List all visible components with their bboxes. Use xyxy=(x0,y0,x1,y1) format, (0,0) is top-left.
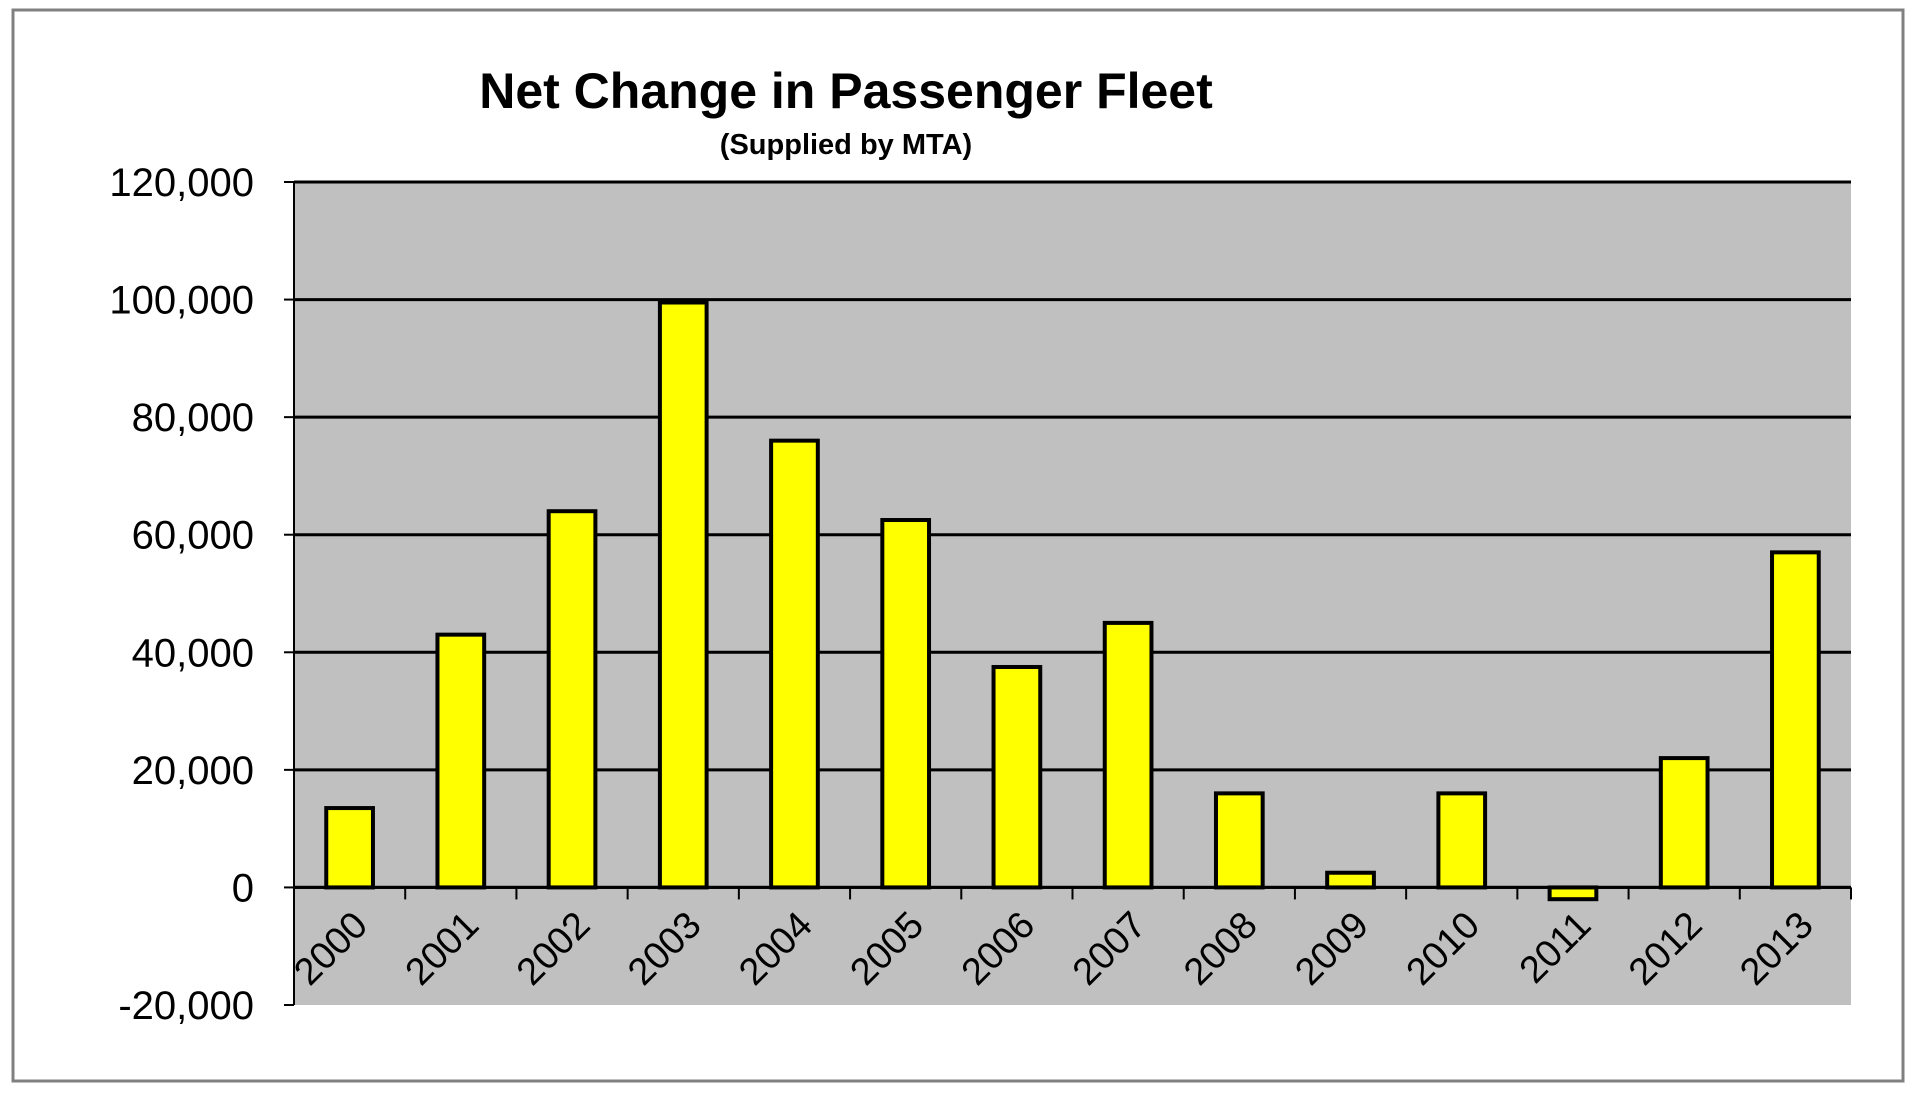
y-tick-label: 80,000 xyxy=(132,396,254,440)
bar-2005 xyxy=(880,518,932,890)
bar-2013 xyxy=(1770,550,1821,890)
y-tick-label: 100,000 xyxy=(109,279,254,323)
bar-2009 xyxy=(1325,870,1376,890)
y-tick-label: -20,000 xyxy=(118,984,254,1028)
y-tick-label: 120,000 xyxy=(109,161,254,205)
bar-2008 xyxy=(1213,791,1265,890)
y-tick-label: 0 xyxy=(232,866,254,910)
bar-2012 xyxy=(1658,756,1710,890)
y-tick-label: 20,000 xyxy=(132,749,254,793)
chart-title: Net Change in Passenger Fleet xyxy=(479,63,1213,119)
bar-2011 xyxy=(1547,885,1599,902)
chart-subtitle: (Supplied by MTA) xyxy=(720,129,972,161)
bar-2000 xyxy=(324,806,375,890)
bar-2007 xyxy=(1102,620,1154,890)
bar-2002 xyxy=(546,509,598,890)
bar-2004 xyxy=(769,438,820,890)
bar-2001 xyxy=(435,632,487,890)
bar-2010 xyxy=(1436,791,1488,890)
plot-area xyxy=(294,182,1851,1005)
bar-2006 xyxy=(991,664,1043,890)
bar-2003 xyxy=(657,300,709,890)
y-tick-label: 60,000 xyxy=(132,514,254,558)
y-tick-label: 40,000 xyxy=(132,631,254,675)
